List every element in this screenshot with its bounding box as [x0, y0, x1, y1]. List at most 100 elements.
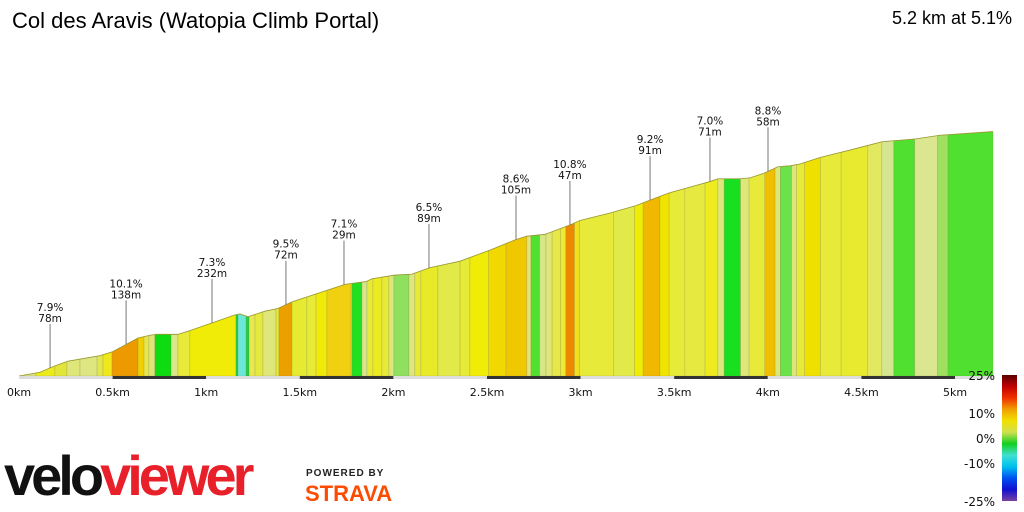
- gradient-segment: [840, 145, 869, 377]
- x-tick-label: 4km: [756, 386, 780, 399]
- gradient-segment: [804, 157, 821, 377]
- gradient-segment: [170, 334, 179, 377]
- gradient-segment: [881, 140, 895, 377]
- gradient-segment: [79, 355, 98, 377]
- annotation-grade: 8.8%: [755, 105, 782, 117]
- annotation-length: 58m: [756, 116, 780, 128]
- gradient-segment: [177, 330, 191, 377]
- x-tick-label: 4.5km: [844, 386, 879, 399]
- x-tick-label: 0.5km: [95, 386, 130, 399]
- gradient-segment: [668, 188, 686, 377]
- gradient-segment: [306, 293, 317, 377]
- gradient-segment: [366, 278, 374, 377]
- x-tick-label: 3.5km: [657, 386, 692, 399]
- veloviewer-logo: veloviewer: [4, 444, 254, 507]
- gradient-segment: [459, 257, 471, 377]
- gradient-segment: [66, 358, 81, 377]
- gradient-segment: [102, 351, 113, 377]
- gradient-segment: [96, 354, 104, 377]
- annotation-length: 29m: [332, 230, 356, 242]
- gradient-segment: [740, 177, 750, 377]
- annotation-grade: 9.5%: [273, 239, 300, 251]
- gradient-segment: [613, 205, 635, 377]
- gradient-segment: [291, 296, 308, 377]
- x-tick-label: 0km: [7, 386, 31, 399]
- annotation-length: 89m: [417, 213, 441, 225]
- gradient-segment: [189, 314, 237, 377]
- gradient-segment: [565, 222, 575, 377]
- gradient-segment: [820, 151, 842, 377]
- gradient-segment: [408, 272, 416, 377]
- gradient-segment: [780, 165, 792, 377]
- distance-band: [674, 376, 768, 379]
- legend-label: 0%: [976, 432, 995, 446]
- profile-outline: [18, 131, 994, 377]
- distance-band: [19, 376, 113, 379]
- distance-band: [299, 376, 394, 379]
- gradient-segment: [254, 311, 264, 377]
- annotation-length: 91m: [638, 145, 662, 157]
- gradient-segment: [574, 220, 580, 377]
- gradient-segment: [154, 334, 172, 377]
- annotation-grade: 7.0%: [697, 116, 724, 128]
- gradient-segment: [278, 301, 293, 377]
- annotation-length: 232m: [197, 268, 227, 280]
- gradient-segment: [914, 135, 938, 377]
- gradient-segment: [764, 167, 776, 377]
- annotation-length: 47m: [558, 170, 582, 182]
- distance-band: [112, 376, 207, 379]
- gradient-segment: [684, 182, 706, 377]
- annotation-grade: 10.8%: [553, 159, 586, 171]
- gradient-segment: [717, 178, 725, 377]
- strava-logo: STRAVA: [305, 481, 393, 506]
- x-tick-label: 2km: [381, 386, 405, 399]
- gradient-segment: [237, 313, 247, 377]
- gradient-segment: [137, 336, 145, 377]
- legend-label: 10%: [968, 407, 995, 421]
- gradient-segment: [245, 315, 250, 377]
- distance-band: [487, 376, 581, 379]
- annotation-length: 71m: [698, 127, 722, 139]
- distance-band: [861, 376, 955, 379]
- gradient-segment: [867, 141, 883, 377]
- gradient-segment: [748, 172, 766, 377]
- grade-color-scale: [1002, 375, 1017, 501]
- annotation-grade: 7.3%: [199, 257, 226, 269]
- gradient-segment: [551, 228, 561, 377]
- gradient-segment: [275, 307, 280, 377]
- gradient-segment: [634, 202, 644, 377]
- annotation-grade: 10.1%: [109, 278, 142, 290]
- gradient-segment: [414, 270, 422, 377]
- gradient-segment: [388, 274, 395, 377]
- gradient-segment: [723, 178, 741, 377]
- annotation-grade: 6.5%: [416, 202, 443, 214]
- powered-by-label: POWERED BY: [306, 468, 385, 479]
- x-tick-label: 2.5km: [470, 386, 505, 399]
- gradient-segment: [111, 337, 139, 377]
- distance-band: [580, 376, 675, 379]
- x-tick-label: 3km: [569, 386, 593, 399]
- gradient-segment: [526, 235, 532, 377]
- gradient-segment: [469, 250, 489, 377]
- gradient-segment: [791, 164, 797, 377]
- gradient-segment: [372, 276, 383, 377]
- gradient-segment: [235, 313, 239, 377]
- annotation-grade: 7.1%: [331, 219, 358, 231]
- gradient-segment: [947, 131, 994, 377]
- gradient-segment: [893, 138, 916, 377]
- annotation-grade: 7.9%: [37, 302, 64, 314]
- annotation-length: 138m: [111, 289, 141, 301]
- legend-label: 25%: [968, 369, 995, 383]
- distance-band: [767, 376, 862, 379]
- gradient-segment: [143, 335, 150, 377]
- gradient-segment: [539, 233, 547, 377]
- gradient-segment: [579, 211, 615, 377]
- legend-label: -10%: [964, 457, 995, 471]
- x-tick-label: 1km: [194, 386, 218, 399]
- climb-summary: 5.2 km at 5.1%: [891, 8, 1012, 28]
- distance-band: [393, 376, 487, 379]
- gradient-segment: [937, 134, 949, 377]
- gradient-segment: [326, 283, 352, 377]
- gradient-segment: [262, 308, 277, 377]
